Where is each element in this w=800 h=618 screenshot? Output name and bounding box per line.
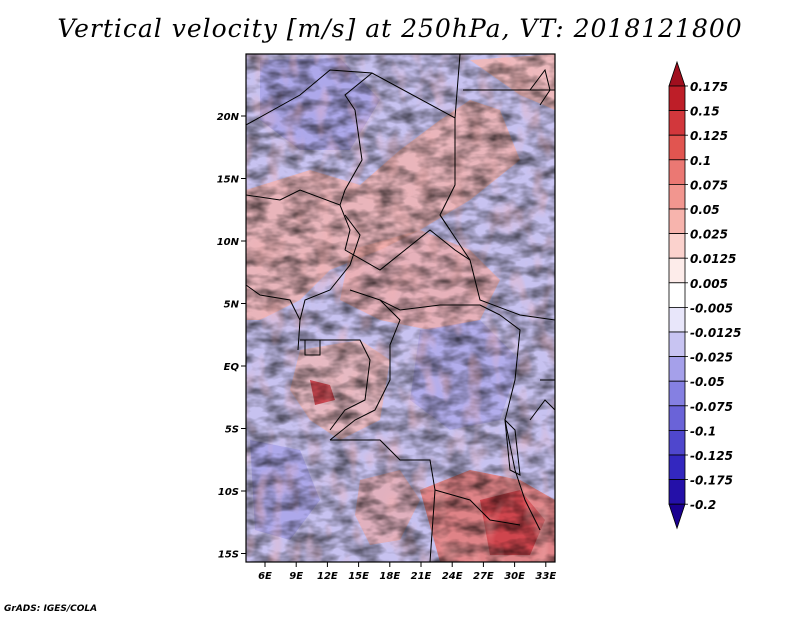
colorbar-segment	[668, 183, 686, 210]
colorbar-segment	[668, 479, 686, 505]
colorbar-min-arrow	[668, 503, 686, 530]
colorbar-segment	[668, 282, 686, 308]
colorbar-label: -0.1	[690, 424, 716, 438]
colorbar-label: 0.175	[690, 80, 728, 94]
colorbar-segment	[668, 134, 686, 161]
colorbar-segment	[668, 110, 686, 136]
colorbar-label: 0.0125	[690, 252, 736, 266]
colorbar-label: 0.15	[690, 105, 720, 119]
colorbar-segment	[668, 454, 686, 481]
vertical-velocity-field	[246, 54, 555, 562]
colorbar-segment	[668, 159, 686, 185]
lat-tick-label: EQ	[224, 362, 240, 373]
lat-tick-label: 15N	[217, 175, 240, 186]
colorbar-label: -0.2	[690, 498, 716, 512]
lon-tick-label: 12E	[317, 571, 338, 582]
lat-tick-label: 10N	[217, 237, 240, 248]
colorbar-label: -0.125	[690, 449, 733, 463]
lon-tick-label: 27E	[473, 571, 494, 582]
colorbar-label: 0.075	[690, 178, 728, 192]
colorbar-segment	[668, 257, 686, 284]
lon-tick-label: 18E	[379, 571, 400, 582]
lon-tick-label: 30E	[504, 571, 525, 582]
lat-tick-label: 5N	[224, 300, 240, 311]
colorbar-label: 0.05	[690, 203, 720, 217]
lon-tick-label: 24E	[442, 571, 463, 582]
lon-tick-label: 33E	[535, 571, 556, 582]
colorbar-segment	[668, 331, 686, 358]
lon-tick-label: 6E	[258, 571, 272, 582]
plot-frame	[245, 53, 556, 563]
longitude-axis: 6E 9E 12E 15E 18E 21E 24E 27E 30E 33E	[258, 562, 556, 582]
colorbar: 0.175 0.15 0.125 0.1 0.075 0.05 0.025 0.0125 0.0…	[668, 60, 741, 530]
colorbar-label: 0.1	[690, 154, 711, 168]
lat-tick-label: 20N	[217, 112, 240, 123]
lon-tick-label: 21E	[411, 571, 432, 582]
colorbar-segment	[668, 208, 686, 235]
colorbar-max-arrow	[668, 60, 686, 87]
colorbar-label: 0.025	[690, 228, 728, 242]
country-borders	[246, 54, 555, 562]
colorbar-label: -0.025	[690, 351, 733, 365]
colorbar-label: -0.175	[690, 474, 733, 488]
lon-tick-label: 15E	[348, 571, 369, 582]
colorbar-segment	[668, 233, 686, 259]
colorbar-segment	[668, 356, 686, 382]
colorbar-segment	[668, 405, 686, 431]
latitude-axis: 20N 15N 10N 5N EQ 5S 10S 15S	[217, 112, 246, 561]
colorbar-label: 0.125	[690, 129, 728, 143]
colorbar-label: 0.005	[690, 277, 728, 291]
chart-title: Vertical velocity [m/s] at 250hPa, VT: 2…	[57, 14, 743, 43]
lon-tick-label: 9E	[289, 571, 303, 582]
colorbar-label: -0.0125	[690, 326, 741, 340]
colorbar-label: -0.075	[690, 400, 733, 414]
colorbar-segment	[668, 380, 686, 407]
colorbar-segment	[668, 306, 686, 333]
lat-tick-label: 5S	[225, 425, 239, 436]
lat-tick-label: 10S	[218, 487, 239, 498]
colorbar-label: -0.05	[690, 375, 725, 389]
colorbar-segment	[668, 85, 686, 112]
lat-tick-label: 15S	[218, 550, 239, 561]
colorbar-label: -0.005	[690, 301, 733, 315]
colorbar-segment	[668, 429, 686, 456]
grads-credit: GrADS: IGES/COLA	[4, 604, 98, 614]
